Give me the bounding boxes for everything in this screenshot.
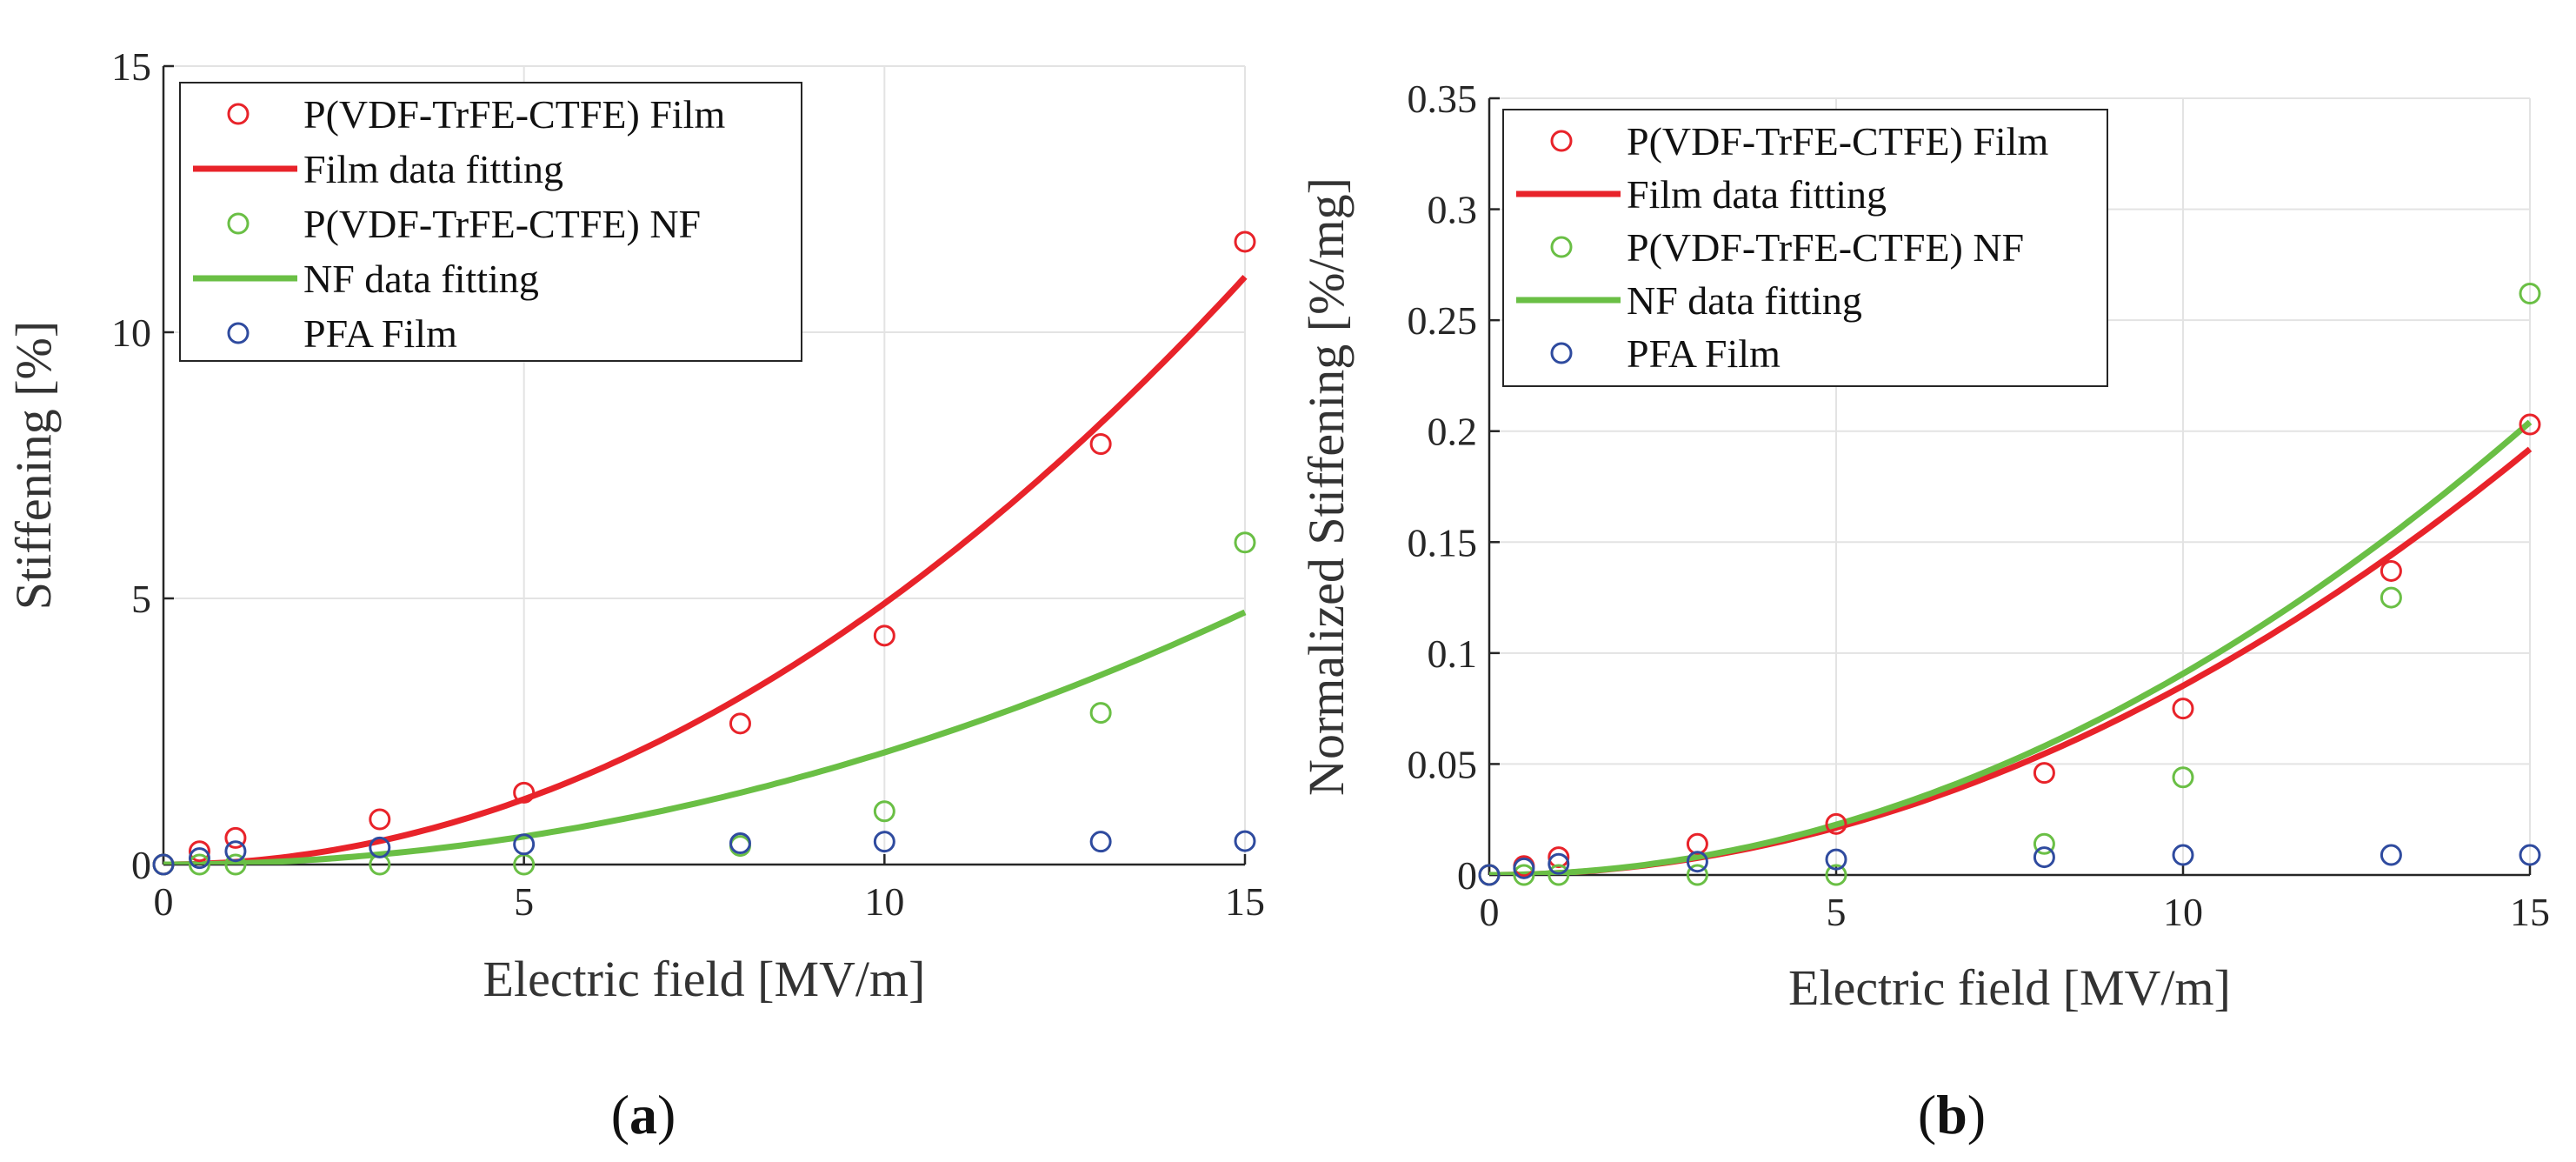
legend: P(VDF-TrFE-CTFE) Film Film data fitting P(… <box>179 82 802 362</box>
data-point <box>1548 852 1570 875</box>
x-tick-label: 10 <box>2163 890 2203 934</box>
data-point <box>2172 766 2194 789</box>
y-tick-label: 0.35 <box>1408 77 1478 121</box>
data-point <box>729 712 751 735</box>
x-tick-label: 5 <box>514 879 534 924</box>
legend-label: Film data fitting <box>303 147 563 191</box>
y-tick-label: 0.25 <box>1408 298 1478 343</box>
data-point <box>873 831 895 853</box>
data-point <box>188 840 210 863</box>
x-tick-label: 5 <box>1827 890 1847 934</box>
data-point <box>2033 762 2055 785</box>
legend-box <box>179 82 802 362</box>
data-point <box>1089 702 1112 725</box>
data-point <box>873 800 895 823</box>
y-tick-label: 0 <box>1457 853 1477 898</box>
data-point <box>1548 864 1570 886</box>
legend-label: P(VDF-TrFE-CTFE) NF <box>1627 225 2024 270</box>
x-axis-label: Electric field [MV/m] <box>1788 959 2231 1016</box>
data-point <box>1686 851 1708 873</box>
data-point <box>513 833 536 856</box>
panel-label-b: (b) <box>1917 1084 1987 1145</box>
fit-line-nf-data-fitting <box>1489 419 2533 875</box>
data-point <box>369 808 391 831</box>
legend-marker <box>1550 342 1573 364</box>
legend-label: P(VDF-TrFE-CTFE) Film <box>303 92 725 137</box>
data-point <box>2172 698 2194 720</box>
x-tick-label: 0 <box>154 879 174 924</box>
y-tick-label: 10 <box>111 311 151 355</box>
legend-marker <box>227 103 250 125</box>
legend-marker <box>227 322 250 344</box>
legend-marker <box>1550 236 1573 258</box>
data-point <box>2172 844 2194 866</box>
legend-marker <box>227 212 250 235</box>
data-point <box>1825 812 1847 835</box>
data-point <box>152 853 175 876</box>
y-tick-label: 0.2 <box>1428 410 1478 454</box>
x-tick-label: 10 <box>864 879 904 924</box>
data-point <box>2033 846 2055 869</box>
data-point <box>369 836 391 858</box>
data-point <box>2519 413 2541 436</box>
data-point <box>1825 864 1847 886</box>
x-tick-label: 15 <box>1225 879 1265 924</box>
fit-line-nf-data-fitting <box>163 609 1247 865</box>
legend-label: NF data fitting <box>303 257 539 301</box>
data-point <box>188 853 210 876</box>
fit-line-film-data-fitting <box>163 275 1248 865</box>
data-point <box>1513 857 1535 879</box>
data-point <box>2380 586 2402 609</box>
data-point <box>2380 844 2402 866</box>
legend-label: P(VDF-TrFE-CTFE) NF <box>303 202 701 246</box>
data-point <box>2380 559 2402 582</box>
y-axis-label: Normalized Stiffening [%/mg] <box>1298 177 1355 796</box>
legend-label: NF data fitting <box>1627 278 1862 323</box>
data-point <box>729 832 751 855</box>
data-point <box>369 853 391 876</box>
chart-panel-a: 0 5 10 15 0 5 10 15 Electric field [MV/m] Stiffen… <box>5 44 1265 1007</box>
y-tick-label: 0.1 <box>1428 631 1478 676</box>
data-point <box>1234 830 1256 852</box>
data-point <box>2519 844 2541 866</box>
y-tick-label: 5 <box>131 577 151 621</box>
data-point <box>1234 531 1256 554</box>
data-point <box>873 624 895 647</box>
data-point <box>1478 864 1501 886</box>
y-axis-label: Stiffening [%] <box>5 321 62 610</box>
panel-label-a: (a) <box>610 1084 676 1145</box>
legend: P(VDF-TrFE-CTFE) Film Film data fitting P(… <box>1502 109 2108 387</box>
x-tick-label: 15 <box>2510 890 2550 934</box>
legend-label: P(VDF-TrFE-CTFE) Film <box>1627 119 2048 164</box>
data-point <box>1089 831 1112 853</box>
data-point <box>1513 864 1535 886</box>
x-axis-label: Electric field [MV/m] <box>483 951 926 1007</box>
legend-box <box>1502 109 2108 387</box>
chart-panel-b: 0 5 10 15 0 0.05 0.1 0.15 0.2 0.25 0.3 0.35 Electric… <box>1298 77 2550 1016</box>
data-point <box>1686 832 1708 855</box>
data-point <box>2519 283 2541 305</box>
data-point <box>1089 433 1112 456</box>
legend-marker <box>1550 130 1573 152</box>
data-point <box>1686 864 1708 886</box>
data-point <box>2033 832 2055 855</box>
x-tick-label: 0 <box>1480 890 1500 934</box>
y-tick-label: 15 <box>111 44 151 89</box>
data-point <box>1825 848 1847 871</box>
legend-label: PFA Film <box>1627 331 1781 376</box>
data-point <box>1548 846 1570 869</box>
y-tick-label: 0.05 <box>1408 742 1478 786</box>
y-tick-label: 0.15 <box>1408 520 1478 564</box>
data-point <box>224 826 247 849</box>
y-tick-label: 0 <box>131 843 151 887</box>
legend-label: Film data fitting <box>1627 172 1887 217</box>
data-point <box>224 853 247 876</box>
data-point <box>513 781 536 804</box>
data-point <box>224 840 247 863</box>
y-tick-label: 0.3 <box>1428 188 1478 232</box>
legend-label: PFA Film <box>303 311 457 356</box>
data-point <box>1234 230 1256 253</box>
data-point <box>188 847 210 870</box>
